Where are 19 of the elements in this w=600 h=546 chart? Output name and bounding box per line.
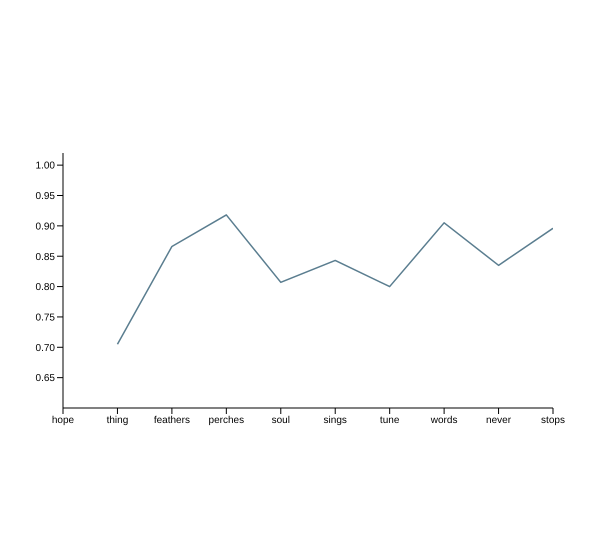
y-tick-label: 0.85 [36, 252, 56, 263]
x-tick-label: hope [52, 415, 75, 426]
x-tick-label: perches [208, 415, 244, 426]
x-tick-label: feathers [154, 415, 190, 426]
x-tick-label: soul [272, 415, 290, 426]
y-tick-label: 1.00 [36, 160, 56, 172]
line-series [116, 214, 553, 345]
x-tick-label: never [486, 415, 512, 426]
y-tick-label: 0.80 [36, 282, 56, 294]
y-tick-label: 0.65 [36, 373, 56, 384]
y-tick-label: 0.75 [36, 312, 56, 324]
y-tick-label: 0.95 [36, 191, 56, 202]
y-tick-label: 0.90 [36, 221, 56, 232]
x-tick-label: words [430, 415, 458, 426]
x-tick-label: tune [380, 415, 400, 426]
x-tick-label: sings [324, 415, 347, 426]
x-tick-label: stops [541, 415, 565, 426]
x-tick-label: thing [106, 415, 128, 426]
y-tick-label: 0.70 [36, 342, 56, 354]
